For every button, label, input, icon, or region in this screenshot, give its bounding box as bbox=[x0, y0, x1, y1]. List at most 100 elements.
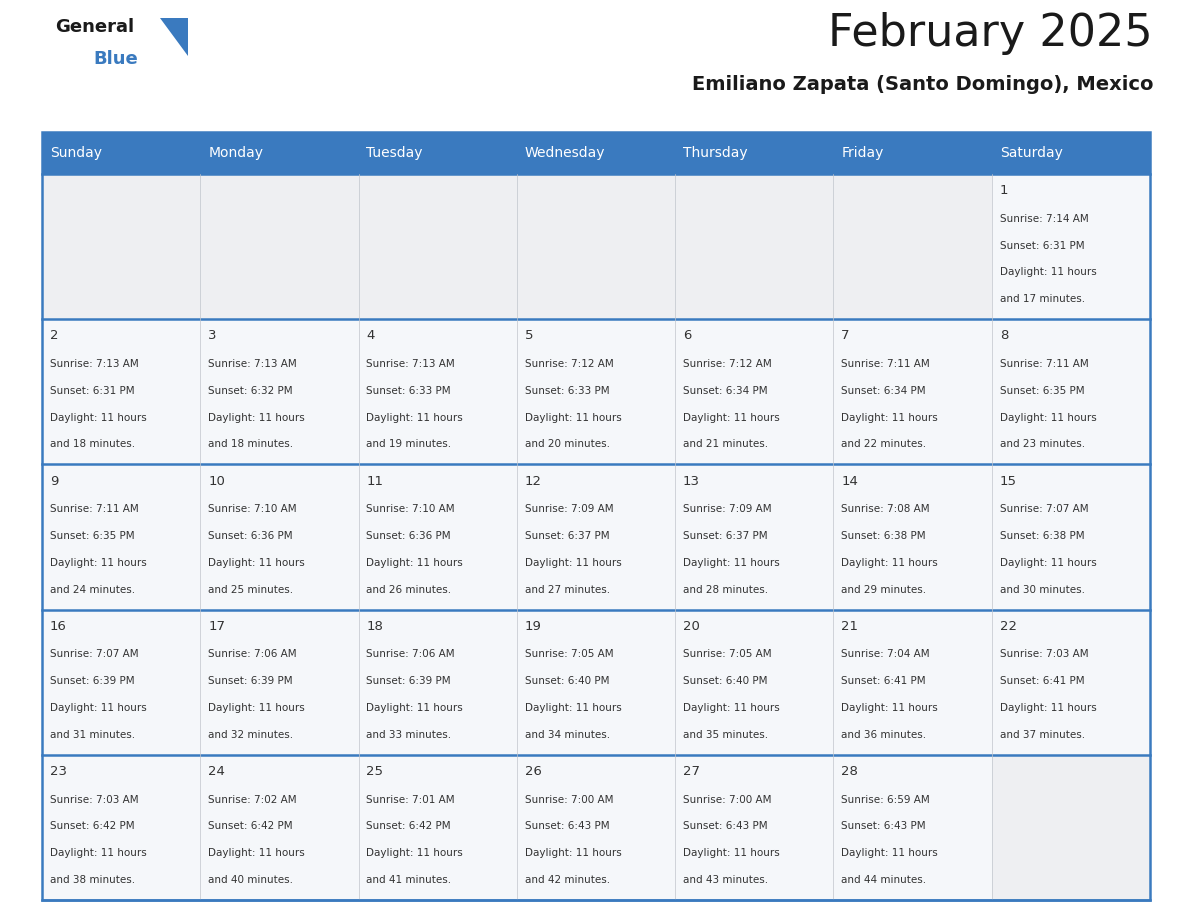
Text: and 25 minutes.: and 25 minutes. bbox=[208, 585, 293, 595]
Text: and 19 minutes.: and 19 minutes. bbox=[366, 440, 451, 450]
Bar bbox=[992, 610, 1150, 755]
Text: Daylight: 11 hours: Daylight: 11 hours bbox=[366, 848, 463, 858]
Text: Sunset: 6:38 PM: Sunset: 6:38 PM bbox=[999, 531, 1085, 541]
Text: Sunrise: 7:11 AM: Sunrise: 7:11 AM bbox=[50, 504, 139, 514]
Text: 20: 20 bbox=[683, 620, 700, 633]
Text: Sunrise: 7:05 AM: Sunrise: 7:05 AM bbox=[525, 649, 613, 659]
Text: Sunset: 6:34 PM: Sunset: 6:34 PM bbox=[683, 386, 767, 396]
Text: Daylight: 11 hours: Daylight: 11 hours bbox=[525, 558, 621, 568]
Text: Sunrise: 7:04 AM: Sunrise: 7:04 AM bbox=[841, 649, 930, 659]
Bar bbox=[517, 319, 675, 465]
Text: Sunrise: 7:00 AM: Sunrise: 7:00 AM bbox=[525, 794, 613, 804]
Text: Daylight: 11 hours: Daylight: 11 hours bbox=[841, 558, 939, 568]
Text: Sunrise: 7:14 AM: Sunrise: 7:14 AM bbox=[999, 214, 1088, 224]
Bar bbox=[992, 465, 1150, 610]
Bar bbox=[201, 319, 359, 465]
Text: Friday: Friday bbox=[841, 146, 884, 160]
Text: Wednesday: Wednesday bbox=[525, 146, 605, 160]
Text: and 38 minutes.: and 38 minutes. bbox=[50, 875, 135, 885]
Bar bbox=[517, 132, 675, 174]
Text: 5: 5 bbox=[525, 330, 533, 342]
Text: Sunset: 6:33 PM: Sunset: 6:33 PM bbox=[366, 386, 451, 396]
Text: Sunset: 6:41 PM: Sunset: 6:41 PM bbox=[841, 677, 925, 686]
Text: Sunrise: 7:09 AM: Sunrise: 7:09 AM bbox=[525, 504, 613, 514]
Text: Daylight: 11 hours: Daylight: 11 hours bbox=[683, 558, 779, 568]
Text: Sunset: 6:42 PM: Sunset: 6:42 PM bbox=[50, 822, 134, 832]
Text: Daylight: 11 hours: Daylight: 11 hours bbox=[841, 412, 939, 422]
Text: and 24 minutes.: and 24 minutes. bbox=[50, 585, 135, 595]
Bar bbox=[42, 755, 201, 900]
Bar bbox=[834, 755, 992, 900]
Text: Sunset: 6:40 PM: Sunset: 6:40 PM bbox=[683, 677, 767, 686]
Text: 26: 26 bbox=[525, 765, 542, 778]
Text: and 22 minutes.: and 22 minutes. bbox=[841, 440, 927, 450]
Text: and 32 minutes.: and 32 minutes. bbox=[208, 730, 293, 740]
Text: Sunday: Sunday bbox=[50, 146, 102, 160]
Text: and 43 minutes.: and 43 minutes. bbox=[683, 875, 769, 885]
Text: 3: 3 bbox=[208, 330, 216, 342]
Text: Sunrise: 7:09 AM: Sunrise: 7:09 AM bbox=[683, 504, 772, 514]
Text: Sunset: 6:37 PM: Sunset: 6:37 PM bbox=[683, 531, 767, 541]
Bar bbox=[675, 174, 834, 319]
Text: and 35 minutes.: and 35 minutes. bbox=[683, 730, 769, 740]
Text: Daylight: 11 hours: Daylight: 11 hours bbox=[525, 703, 621, 713]
Text: and 34 minutes.: and 34 minutes. bbox=[525, 730, 609, 740]
Text: Sunset: 6:31 PM: Sunset: 6:31 PM bbox=[50, 386, 134, 396]
Text: Daylight: 11 hours: Daylight: 11 hours bbox=[525, 412, 621, 422]
Text: and 26 minutes.: and 26 minutes. bbox=[366, 585, 451, 595]
Bar bbox=[675, 755, 834, 900]
Bar bbox=[359, 465, 517, 610]
Text: Sunrise: 7:13 AM: Sunrise: 7:13 AM bbox=[50, 359, 139, 369]
Bar bbox=[834, 319, 992, 465]
Text: 2: 2 bbox=[50, 330, 58, 342]
Bar bbox=[359, 319, 517, 465]
Text: Daylight: 11 hours: Daylight: 11 hours bbox=[366, 412, 463, 422]
Text: 25: 25 bbox=[366, 765, 384, 778]
Text: and 18 minutes.: and 18 minutes. bbox=[208, 440, 293, 450]
Text: Sunset: 6:41 PM: Sunset: 6:41 PM bbox=[999, 677, 1085, 686]
Text: and 41 minutes.: and 41 minutes. bbox=[366, 875, 451, 885]
Text: and 36 minutes.: and 36 minutes. bbox=[841, 730, 927, 740]
Bar bbox=[201, 610, 359, 755]
Text: Sunrise: 7:03 AM: Sunrise: 7:03 AM bbox=[50, 794, 139, 804]
Bar bbox=[517, 174, 675, 319]
Text: Sunrise: 6:59 AM: Sunrise: 6:59 AM bbox=[841, 794, 930, 804]
Text: Sunset: 6:31 PM: Sunset: 6:31 PM bbox=[999, 241, 1085, 251]
Text: Sunset: 6:40 PM: Sunset: 6:40 PM bbox=[525, 677, 609, 686]
Text: 28: 28 bbox=[841, 765, 858, 778]
Text: 11: 11 bbox=[366, 475, 384, 487]
Text: Sunrise: 7:06 AM: Sunrise: 7:06 AM bbox=[366, 649, 455, 659]
Text: Daylight: 11 hours: Daylight: 11 hours bbox=[999, 558, 1097, 568]
Text: Daylight: 11 hours: Daylight: 11 hours bbox=[999, 267, 1097, 277]
Text: Monday: Monday bbox=[208, 146, 264, 160]
Text: Sunrise: 7:02 AM: Sunrise: 7:02 AM bbox=[208, 794, 297, 804]
Bar bbox=[675, 319, 834, 465]
Text: Tuesday: Tuesday bbox=[366, 146, 423, 160]
Text: and 28 minutes.: and 28 minutes. bbox=[683, 585, 769, 595]
Text: Sunset: 6:39 PM: Sunset: 6:39 PM bbox=[366, 677, 451, 686]
Bar bbox=[834, 132, 992, 174]
Bar bbox=[42, 132, 201, 174]
Text: Sunset: 6:36 PM: Sunset: 6:36 PM bbox=[366, 531, 451, 541]
Text: Sunset: 6:38 PM: Sunset: 6:38 PM bbox=[841, 531, 925, 541]
Text: Sunrise: 7:13 AM: Sunrise: 7:13 AM bbox=[366, 359, 455, 369]
Text: and 21 minutes.: and 21 minutes. bbox=[683, 440, 769, 450]
Bar bbox=[359, 610, 517, 755]
Text: Daylight: 11 hours: Daylight: 11 hours bbox=[208, 703, 305, 713]
Text: Sunset: 6:39 PM: Sunset: 6:39 PM bbox=[50, 677, 134, 686]
Text: 17: 17 bbox=[208, 620, 226, 633]
Bar bbox=[42, 132, 1150, 900]
Text: Sunset: 6:43 PM: Sunset: 6:43 PM bbox=[841, 822, 925, 832]
Text: Daylight: 11 hours: Daylight: 11 hours bbox=[683, 412, 779, 422]
Text: Sunset: 6:33 PM: Sunset: 6:33 PM bbox=[525, 386, 609, 396]
Bar bbox=[201, 755, 359, 900]
Text: Daylight: 11 hours: Daylight: 11 hours bbox=[841, 703, 939, 713]
Text: 13: 13 bbox=[683, 475, 700, 487]
Text: Daylight: 11 hours: Daylight: 11 hours bbox=[683, 848, 779, 858]
Text: 4: 4 bbox=[366, 330, 375, 342]
Text: and 23 minutes.: and 23 minutes. bbox=[999, 440, 1085, 450]
Text: General: General bbox=[55, 18, 134, 36]
Text: Sunrise: 7:03 AM: Sunrise: 7:03 AM bbox=[999, 649, 1088, 659]
Bar bbox=[201, 174, 359, 319]
Text: Sunrise: 7:13 AM: Sunrise: 7:13 AM bbox=[208, 359, 297, 369]
